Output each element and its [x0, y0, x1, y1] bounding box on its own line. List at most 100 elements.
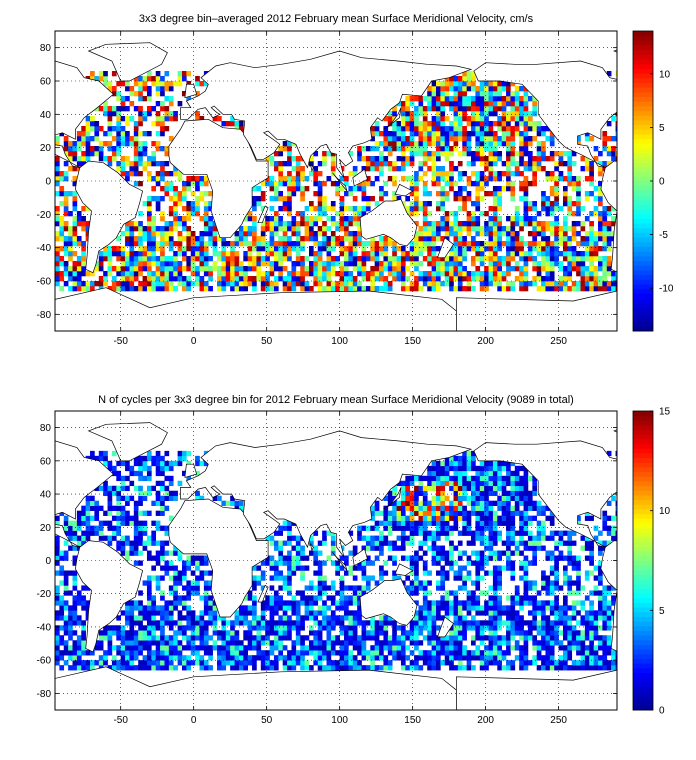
bin-cell	[383, 191, 389, 197]
bin-cell	[427, 515, 432, 521]
bin-cell	[287, 271, 292, 277]
bin-cell	[602, 246, 608, 252]
bin-cell	[357, 610, 362, 616]
bin-cell	[471, 86, 476, 92]
bin-cell	[300, 276, 305, 282]
bin-cell	[462, 91, 467, 97]
bin-cell	[453, 615, 459, 621]
bin-cell	[125, 660, 130, 666]
bin-cell	[313, 271, 319, 277]
bin-cell	[195, 246, 200, 252]
bin-cell	[379, 261, 384, 267]
bin-cell	[168, 475, 174, 482]
bin-cell	[98, 635, 104, 641]
bin-cell	[523, 161, 529, 167]
bin-cell	[479, 96, 485, 102]
bin-cell	[326, 605, 332, 611]
bin-cell	[133, 76, 139, 82]
bin-cell	[308, 271, 314, 277]
bin-cell	[449, 126, 454, 132]
bin-cell	[435, 640, 441, 646]
bin-cell	[571, 181, 577, 187]
bin-cell	[374, 535, 380, 541]
bin-cell	[326, 246, 332, 252]
bin-cell	[177, 625, 183, 631]
bin-cell	[510, 96, 516, 102]
bin-cell	[265, 181, 270, 187]
bin-cell	[370, 630, 375, 636]
bin-cell	[55, 216, 60, 222]
bin-cell	[558, 281, 564, 287]
bin-cell	[471, 550, 476, 556]
bin-cell	[602, 276, 608, 282]
bin-cell	[444, 560, 450, 566]
bin-cell	[129, 251, 135, 257]
bin-cell	[103, 460, 108, 467]
bin-cell	[111, 660, 117, 666]
bin-cell	[409, 640, 415, 646]
bin-cell	[514, 266, 520, 272]
bin-cell	[330, 201, 336, 207]
bin-cell	[506, 121, 511, 127]
x-tick-label: -50	[113, 336, 128, 347]
bin-cell	[352, 276, 358, 282]
bin-cell	[527, 161, 533, 167]
bin-cell	[133, 635, 139, 641]
bin-cell	[63, 650, 69, 656]
bin-cell	[361, 585, 367, 591]
landmass-outline	[359, 198, 418, 247]
bin-cell	[519, 151, 524, 157]
bin-cell	[252, 286, 257, 292]
bin-cell	[457, 565, 463, 571]
bin-cell	[168, 171, 174, 177]
bin-cell	[291, 650, 297, 656]
bin-cell	[435, 505, 441, 511]
bin-cell	[497, 126, 502, 132]
bin-cell	[449, 650, 454, 656]
bin-cell	[479, 141, 485, 147]
bin-cell	[72, 181, 78, 187]
bin-cell	[168, 660, 174, 666]
bin-cell	[120, 540, 126, 546]
bin-cell	[510, 161, 516, 167]
bin-cell	[238, 660, 244, 666]
bin-cell	[164, 96, 170, 102]
bin-cell	[230, 660, 235, 666]
bin-cell	[471, 151, 476, 157]
bin-cell	[545, 241, 551, 247]
bin-cell	[387, 615, 393, 621]
bin-cell	[168, 241, 174, 247]
bin-cell	[523, 271, 529, 277]
bin-cell	[536, 146, 542, 152]
bin-cell	[466, 450, 472, 457]
bin-cell	[400, 131, 406, 137]
bin-cell	[160, 455, 165, 462]
bin-cell	[492, 171, 498, 177]
bin-cell	[562, 246, 568, 252]
bin-cell	[177, 236, 183, 242]
bin-cell	[59, 580, 65, 586]
bin-cell	[138, 81, 143, 87]
bin-cell	[322, 590, 327, 596]
bin-cell	[357, 535, 362, 541]
bin-cell	[545, 261, 551, 267]
bin-cell	[440, 186, 446, 192]
bin-cell	[440, 151, 446, 157]
bin-cell	[155, 460, 161, 467]
bin-cell	[90, 525, 95, 531]
bin-cell	[81, 505, 86, 511]
bin-cell	[155, 111, 161, 117]
bin-cell	[98, 106, 104, 112]
bin-cell	[409, 560, 415, 566]
bin-cell	[440, 500, 446, 506]
bin-cell	[453, 460, 459, 467]
bin-cell	[379, 650, 384, 656]
bin-cell	[225, 655, 231, 661]
bin-cell	[129, 221, 135, 227]
bin-cell	[234, 241, 240, 247]
bin-cell	[383, 181, 389, 187]
bin-cell	[151, 241, 157, 247]
bin-cell	[98, 630, 104, 636]
bin-cell	[142, 615, 148, 621]
bin-cell	[435, 171, 441, 177]
